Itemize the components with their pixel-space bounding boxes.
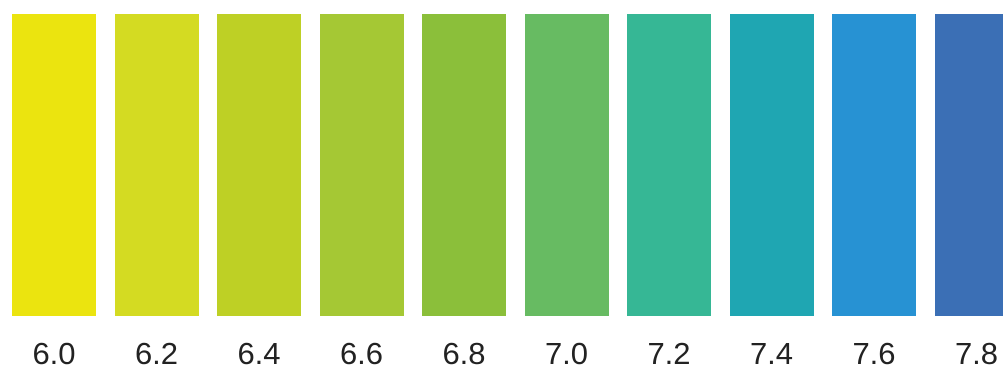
swatch-7-0 <box>524 14 609 316</box>
ph-label-6-2: 6.2 <box>134 336 179 371</box>
ph-label-7-4: 7.4 <box>749 336 794 371</box>
swatch-6-6 <box>319 14 404 316</box>
swatch-6-4 <box>217 14 301 316</box>
ph-label-6-6: 6.6 <box>339 336 384 371</box>
ph-label-7-6: 7.6 <box>852 336 896 371</box>
swatch-7-4 <box>729 14 814 316</box>
ph-label-6-8: 6.8 <box>442 336 486 371</box>
swatch-7-6 <box>832 14 916 316</box>
swatch-6-0 <box>12 14 96 316</box>
ph-label-6-4: 6.4 <box>237 336 281 371</box>
ph-label-7-8: 7.8 <box>954 336 999 371</box>
ph-label-7-0: 7.0 <box>544 336 589 371</box>
swatch-7-8 <box>934 14 1003 316</box>
swatch-6-2 <box>114 14 199 316</box>
swatch-6-8 <box>422 14 506 316</box>
swatch-7-2 <box>627 14 711 316</box>
ph-label-7-2: 7.2 <box>647 336 691 371</box>
ph-label-6-0: 6.0 <box>32 336 76 371</box>
